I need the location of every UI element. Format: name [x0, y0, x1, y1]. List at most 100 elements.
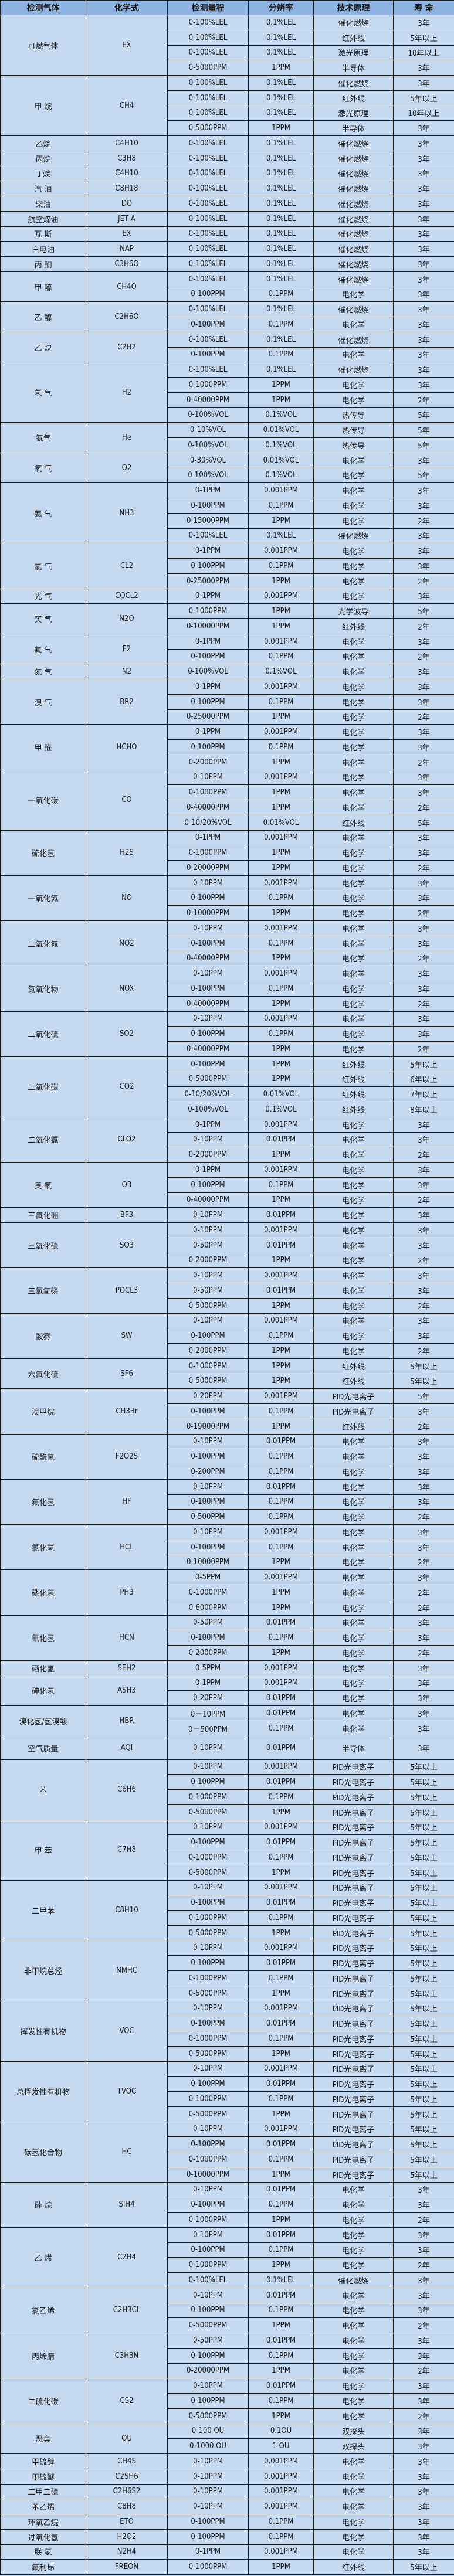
formula-cell: C2H3CL	[86, 2287, 168, 2334]
range-cell: 0-10PPM	[167, 1207, 249, 1223]
lifespan-cell: 3年	[393, 2438, 454, 2454]
gas-name-cell: 六氟化硫	[0, 1358, 86, 1389]
range-cell: 0-100PPM	[167, 2242, 249, 2258]
principle-cell: 电化学	[313, 1630, 394, 1646]
principle-cell: 催化燃烧	[313, 226, 394, 242]
range-cell: 0-10PPM	[167, 920, 249, 936]
lifespan-cell: 3年	[393, 256, 454, 272]
table-row: 0-5000PPM 1PPM PID光电离子 5年以上	[1, 1864, 454, 1881]
formula-cell: HCL	[86, 1524, 168, 1571]
principle-cell: 电化学	[313, 1449, 394, 1464]
range-cell: 0-100PPM	[167, 1177, 249, 1193]
range-cell: 0-1000PPM	[167, 1970, 249, 1986]
principle-cell: 红外线	[313, 29, 394, 46]
principle-cell: 电化学	[313, 1011, 394, 1027]
range-cell: 0-50PPM	[167, 1237, 249, 1253]
resolution-cell: 0.01%VOL	[248, 452, 314, 468]
lifespan-cell: 3年	[393, 15, 454, 30]
range-cell: 0-10000PPM	[167, 1554, 249, 1571]
gas-name-cell: 氯 气	[0, 543, 86, 589]
formula-cell: C6H6	[86, 1759, 168, 1820]
table-row: 0-1000PPM 0.1PPM PID光电离子 5年以上	[1, 1970, 454, 1986]
formula-cell: N2O	[86, 603, 168, 634]
lifespan-cell: 3年	[393, 301, 454, 317]
range-cell: 0-10/20%VOL	[167, 814, 249, 831]
formula-cell: VOC	[86, 2000, 168, 2062]
principle-cell: PID光电离子	[313, 2000, 394, 2017]
principle-cell: 电化学	[313, 1433, 394, 1450]
table-row: 白电油 NAP 0-100%LEL 0.1%LEL 催化燃烧 3年	[0, 241, 454, 257]
table-row: 苯乙烯 C8H8 0-10PPM 0.001PPM 电化学 3年	[0, 2499, 454, 2514]
lifespan-cell: 8年以上	[393, 1102, 454, 1117]
principle-cell: 红外线	[313, 814, 394, 831]
table-row: 氮 气 N2 0-100%VOL 0.1%VOL 电化学 3年	[0, 664, 454, 679]
lifespan-cell: 2年	[393, 905, 454, 921]
resolution-cell: 0.01PPM	[248, 1283, 314, 1299]
range-cell: 0-2000PPM	[167, 754, 249, 770]
range-cell: 0-10PPM	[167, 2181, 249, 2198]
table-row: 溴甲烷 CH3Br 0-20PPM 0.001PPM PID光电离子 5年	[0, 1388, 454, 1435]
range-cell: 0-25000PPM	[167, 709, 249, 725]
principle-cell: 光学波导	[313, 603, 394, 619]
table-row: 氨 气 NH3 0-1PPM 0.001PPM 电化学 3年	[0, 482, 454, 544]
lifespan-cell: 2年	[393, 2408, 454, 2424]
principle-cell: 电化学	[313, 2408, 394, 2424]
table-row: 0-100%VOL 0.1%VOL 电化学 5年	[1, 467, 454, 484]
range-cell: 0-10000PPM	[167, 2166, 249, 2183]
table-row: 可燃气体 EX 0-100%LEL 0.1%LEL 催化燃烧 3年	[0, 15, 454, 76]
principle-cell: 电化学	[313, 1026, 394, 1042]
formula-cell: OU	[86, 2423, 168, 2454]
resolution-cell: 0.1%VOL	[248, 407, 314, 423]
formula-cell: H2O2	[86, 2529, 168, 2545]
table-row: 氯化氢 HCL 0-10PPM 0.001PPM 电化学 3年	[0, 1524, 454, 1571]
formula-cell: NO	[86, 875, 168, 922]
lifespan-cell: 3年	[393, 830, 454, 846]
table-row: 0-100PPM 0.1PPM 电化学 3年	[1, 1177, 454, 1193]
principle-cell: 电化学	[313, 2197, 394, 2213]
header-lifespan: 寿 命	[393, 0, 454, 15]
principle-cell: 电化学	[313, 724, 394, 740]
lifespan-cell: 5年	[393, 1388, 454, 1404]
resolution-cell: 0.01%VOL	[248, 1086, 314, 1102]
range-cell: 0-1000PPM	[167, 1358, 249, 1374]
principle-cell: 电化学	[313, 1509, 394, 1525]
principle-cell: 红外线	[313, 1373, 394, 1389]
lifespan-cell: 2年	[393, 1252, 454, 1269]
range-cell: 0-5000PPM	[167, 2317, 249, 2333]
resolution-cell: 1PPM	[248, 1373, 314, 1389]
lifespan-cell: 5年以上	[393, 1373, 454, 1389]
resolution-cell: 0.01PPM	[248, 2076, 314, 2092]
resolution-cell: 0.1PPM	[248, 694, 314, 710]
table-row: 0-1000PPM 1PPM 电化学 2年	[1, 2257, 454, 2273]
table-row: 0-100PPM 0.1PPM 电化学 3年	[1, 1328, 454, 1344]
gas-name-cell: 二氧化硫	[0, 1011, 86, 1057]
principle-cell: 热传导	[313, 437, 394, 453]
principle-cell: 电化学	[313, 1645, 394, 1661]
lifespan-cell: 3年	[393, 1539, 454, 1555]
resolution-cell: 0.1PPM	[248, 981, 314, 997]
formula-cell: C8H8	[86, 2499, 168, 2514]
gas-name-cell: 氯乙烯	[0, 2287, 86, 2334]
table-row: 硫酰氟 F2O2S 0-10PPM 0.01PPM 电化学 3年	[0, 1433, 454, 1480]
table-row: 0-2000PPM 1PPM 电化学 2年	[1, 1147, 454, 1163]
principle-cell: 电化学	[313, 1131, 394, 1148]
table-row: 0-10000PPM 1PPM 电化学 2年	[1, 1554, 454, 1571]
gas-name-cell: 三氧化硫	[0, 1222, 86, 1269]
formula-cell: SEH2	[86, 1660, 168, 1676]
range-cell: 0-40000PPM	[167, 950, 249, 967]
table-row: 笑 气 N2O 0-1000PPM 1PPM 光学波导 5年	[0, 603, 454, 634]
principle-cell: 激光原理	[313, 105, 394, 121]
lifespan-cell: 5年以上	[393, 29, 454, 46]
range-cell: 0-1000PPM	[167, 2212, 249, 2228]
resolution-cell: 0.001PPM	[248, 1675, 314, 1691]
principle-cell: 电化学	[313, 694, 394, 710]
formula-cell: C2SH6	[86, 2468, 168, 2485]
lifespan-cell: 2年	[393, 2363, 454, 2379]
range-cell: 0-15000PPM	[167, 512, 249, 529]
gas-name-cell: 甲硫醇	[0, 2453, 86, 2469]
range-cell: 0-500PPM	[167, 1509, 249, 1525]
table-row: 苯 C6H6 0-10PPM 0.001PPM PID光电离子 5年以上	[0, 1759, 454, 1820]
resolution-cell: 0.1%LEL	[248, 135, 314, 151]
principle-cell: 电化学	[313, 467, 394, 484]
lifespan-cell: 2年	[393, 709, 454, 725]
